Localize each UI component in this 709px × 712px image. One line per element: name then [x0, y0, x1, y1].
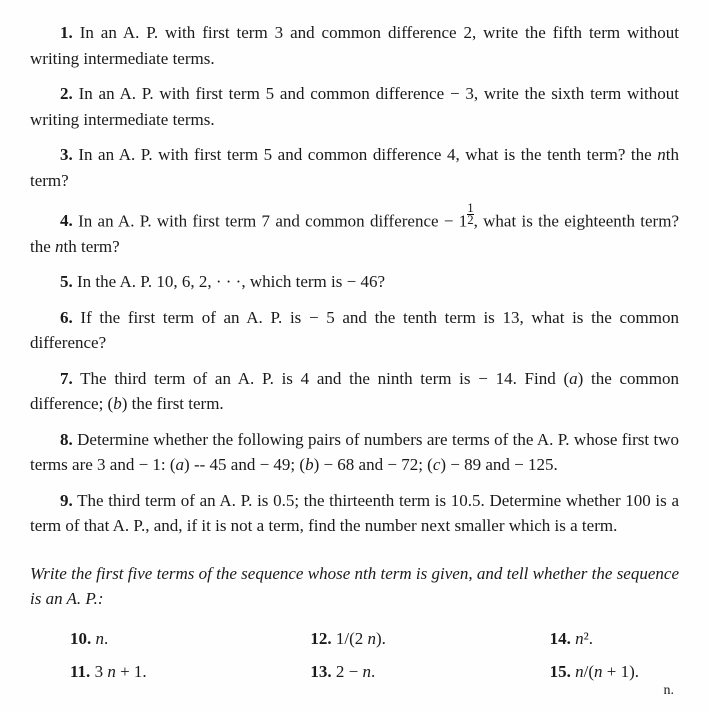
problem-8: 8. Determine whether the following pairs…	[30, 427, 679, 478]
variable-n: n	[367, 629, 376, 648]
problem-number: 1.	[60, 23, 73, 42]
problem-number: 7.	[60, 369, 73, 388]
problem-text: In an A. P. with first term 3 and common…	[30, 23, 679, 68]
column-1: 10. n. 11. 3 n + 1.	[70, 626, 147, 685]
problem-7: 7. The third term of an A. P. is 4 and t…	[30, 366, 679, 417]
problem-text: 1/(2	[336, 629, 368, 648]
part-label-a: a	[569, 369, 578, 388]
problem-12: 12. 1/(2 n).	[310, 626, 386, 652]
problem-number: 14.	[550, 629, 571, 648]
problem-number: 15.	[550, 662, 571, 681]
problem-text: + 1).	[602, 662, 639, 681]
problem-1: 1. In an A. P. with first term 3 and com…	[30, 20, 679, 71]
problem-number: 3.	[60, 145, 73, 164]
problem-9: 9. The third term of an A. P. is 0.5; th…	[30, 488, 679, 539]
problem-14: 14. n².	[550, 626, 639, 652]
problem-text: ) -- 45 and − 49; (	[184, 455, 305, 474]
problem-text: In an A. P. with first term 7 and common…	[78, 211, 467, 230]
column-2: 12. 1/(2 n). 13. 2 − n.	[310, 626, 386, 685]
problem-text: /(	[584, 662, 594, 681]
part-label-a: a	[176, 455, 185, 474]
problem-text: 2 −	[336, 662, 363, 681]
problem-6: 6. If the first term of an A. P. is − 5 …	[30, 305, 679, 356]
problem-11: 11. 3 n + 1.	[70, 659, 147, 685]
problem-number: 4.	[60, 211, 73, 230]
variable-n: n	[362, 662, 371, 681]
variable-n: n	[657, 145, 666, 164]
problem-5: 5. In the A. P. 10, 6, 2, · · ·, which t…	[30, 269, 679, 295]
problem-15: 15. n/(n + 1).	[550, 659, 639, 685]
problem-number: 12.	[310, 629, 331, 648]
column-3: 14. n². 15. n/(n + 1).	[550, 626, 639, 685]
problem-text: In an A. P. with first term 5 and common…	[78, 145, 657, 164]
problem-2: 2. In an A. P. with first term 5 and com…	[30, 81, 679, 132]
problem-text: ².	[584, 629, 593, 648]
problem-text: ) the first term.	[122, 394, 224, 413]
variable-n: n	[107, 662, 116, 681]
variable-n: n	[575, 662, 584, 681]
problem-10: 10. n.	[70, 626, 147, 652]
problem-number: 6.	[60, 308, 73, 327]
problem-number: 2.	[60, 84, 73, 103]
problem-number: 8.	[60, 430, 73, 449]
short-problems-columns: 10. n. 11. 3 n + 1. 12. 1/(2 n). 13. 2 −…	[30, 626, 679, 685]
instruction-text: Write the first five terms of the sequen…	[30, 561, 679, 612]
problem-4: 4. In an A. P. with first term 7 and com…	[30, 203, 679, 259]
variable-n: n	[575, 629, 584, 648]
problem-text: If the first term of an A. P. is − 5 and…	[30, 308, 679, 353]
problem-text: In the A. P. 10, 6, 2, · · ·, which term…	[77, 272, 385, 291]
problem-text: 3	[95, 662, 108, 681]
problem-13: 13. 2 − n.	[310, 659, 386, 685]
problem-number: 5.	[60, 272, 73, 291]
problem-text: ).	[376, 629, 386, 648]
problem-number: 10.	[70, 629, 91, 648]
problem-number: 13.	[310, 662, 331, 681]
problem-3: 3. In an A. P. with first term 5 and com…	[30, 142, 679, 193]
marginal-note: n.	[664, 680, 675, 701]
variable-n: n	[355, 564, 364, 583]
variable-n: n	[55, 237, 64, 256]
problem-text: .	[371, 662, 375, 681]
problem-text: ) − 89 and − 125.	[440, 455, 557, 474]
problem-text: ) − 68 and − 72; (	[314, 455, 433, 474]
problem-text: The third term of an A. P. is 4 and the …	[80, 369, 569, 388]
problem-number: 9.	[60, 491, 73, 510]
part-label-b: b	[305, 455, 314, 474]
problem-text: The third term of an A. P. is 0.5; the t…	[30, 491, 679, 536]
variable-n: n	[96, 629, 105, 648]
problem-text: + 1.	[116, 662, 147, 681]
part-label-b: b	[113, 394, 122, 413]
problem-text: .	[104, 629, 108, 648]
problem-text: In an A. P. with first term 5 and common…	[30, 84, 679, 129]
problem-number: 11.	[70, 662, 90, 681]
problem-text: th term?	[64, 237, 120, 256]
